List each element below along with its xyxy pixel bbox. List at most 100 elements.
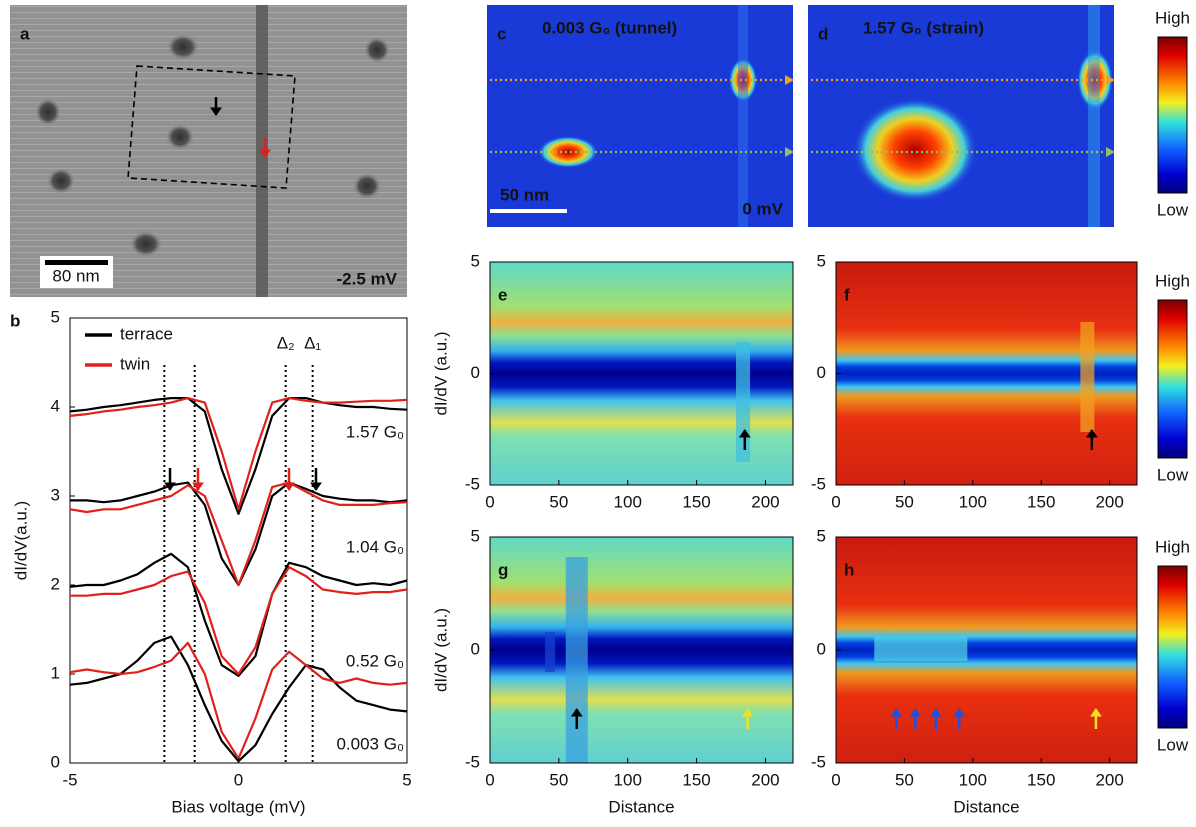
panel-title: 0.003 G₀ (tunnel): [542, 18, 677, 37]
arrow: [953, 708, 966, 729]
panel-label: d: [818, 24, 828, 43]
x-tick-label: 0: [234, 770, 243, 789]
gap-label: Δ₁: [304, 333, 321, 352]
heatmap-feature: [1080, 322, 1095, 432]
spectrum-line: [69, 481, 408, 587]
colorbar-low: Low: [1157, 200, 1189, 219]
colorbar: [1157, 299, 1188, 459]
arrow-head: [570, 708, 583, 717]
arrow-head: [741, 708, 754, 717]
line-cut-head: [1106, 147, 1115, 157]
x-axis-label: Distance: [953, 797, 1019, 816]
panel-label: h: [844, 560, 854, 579]
arrow: [164, 468, 176, 491]
y-tick-label: -5: [811, 752, 826, 771]
x-tick-label: 0: [831, 492, 840, 511]
x-axis-label: Bias voltage (mV): [171, 797, 305, 816]
arrow-head: [164, 482, 176, 491]
x-tick-label: 100: [614, 770, 642, 789]
panel-label: g: [498, 560, 508, 579]
stripe: [1088, 5, 1100, 227]
x-tick-label: 50: [895, 770, 914, 789]
stm-image: [10, 5, 407, 297]
x-tick-label: 150: [682, 770, 710, 789]
arrow-head: [953, 708, 966, 717]
y-tick-label: -5: [811, 474, 826, 493]
heatmap-feature: [874, 637, 968, 661]
arrow: [310, 468, 322, 491]
colorbar-high: High: [1155, 8, 1190, 27]
arrow: [259, 138, 271, 158]
arrow-head: [738, 429, 751, 438]
arrow: [570, 708, 583, 729]
annotation: 0 mV: [742, 199, 783, 218]
spectrum-line: [69, 397, 408, 515]
x-tick-label: 5: [402, 770, 411, 789]
arrow: [210, 97, 222, 116]
x-tick-label: 50: [549, 492, 568, 511]
hotspot: [538, 136, 598, 168]
y-axis-label: dI/dV (a.u.): [431, 331, 450, 415]
arrow: [890, 708, 903, 729]
y-tick-label: 2: [51, 574, 60, 593]
y-tick-label: 4: [51, 396, 60, 415]
heatmap-feature: [736, 342, 751, 462]
gap-label: Δ₂: [277, 333, 295, 352]
panel-label: b: [10, 311, 20, 330]
colorbar: [1157, 36, 1188, 194]
heatmap-feature: [545, 632, 556, 672]
y-tick-label: -5: [465, 474, 480, 493]
legend-label: twin: [120, 354, 150, 373]
x-tick-label: 100: [614, 492, 642, 511]
spectrum-line: [69, 552, 408, 677]
arrow-head: [192, 482, 204, 491]
x-axis-label: Distance: [608, 797, 674, 816]
y-tick-label: 0: [51, 752, 60, 771]
x-tick-label: 0: [485, 770, 494, 789]
y-tick-label: 5: [471, 526, 480, 545]
y-tick-label: 5: [471, 251, 480, 270]
arrow-head: [210, 107, 222, 116]
heatmap-feature: [565, 557, 588, 763]
arrow-head: [909, 708, 922, 717]
y-axis-label: dI/dV (a.u.): [431, 608, 450, 692]
colorbar-high: High: [1155, 271, 1190, 290]
arrow: [192, 468, 204, 491]
colorbar-low: Low: [1157, 465, 1189, 484]
arrow-head: [283, 482, 295, 491]
scale-bar: [490, 209, 567, 213]
y-tick-label: 5: [817, 526, 826, 545]
scale-bar: [45, 260, 108, 265]
scale-bar-label: 50 nm: [500, 185, 549, 204]
arrow-head: [1089, 708, 1102, 717]
y-tick-label: 3: [51, 485, 60, 504]
x-tick-label: 200: [751, 492, 779, 511]
vortex: [166, 124, 194, 150]
panel-label: f: [844, 285, 850, 304]
colorbar-high: High: [1155, 537, 1190, 556]
vortex: [364, 37, 390, 63]
heatmap-image: [490, 537, 793, 763]
colorbar: [1157, 565, 1188, 729]
y-tick-label: 5: [817, 251, 826, 270]
arrow: [741, 708, 754, 729]
arrow: [738, 429, 751, 450]
y-tick-label: 0: [817, 363, 826, 382]
arrow-head: [929, 708, 942, 717]
panel-label: a: [20, 24, 30, 43]
vortex: [35, 98, 61, 126]
spectrum-line: [70, 566, 408, 676]
scale-bar-label: 80 nm: [52, 266, 99, 285]
curve-label: 0.52 G₀: [346, 651, 404, 670]
curve-label: 0.003 G₀: [336, 734, 404, 753]
vortex: [167, 34, 199, 60]
roi-box: [127, 65, 296, 189]
line-cut-head: [785, 75, 794, 85]
arrow: [909, 708, 922, 729]
arrow-head: [310, 482, 322, 491]
x-tick-label: 100: [959, 492, 987, 511]
y-tick-label: 0: [817, 639, 826, 658]
arrow-head: [1085, 429, 1098, 438]
